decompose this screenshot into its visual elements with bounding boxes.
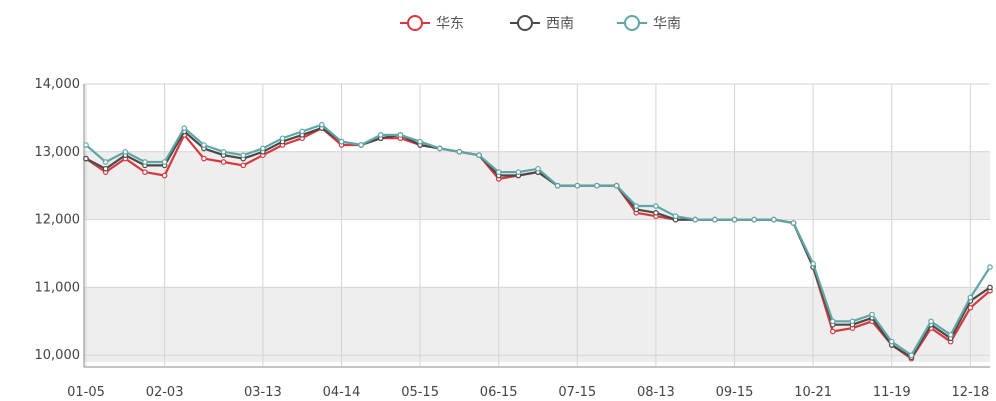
data-point xyxy=(476,152,482,158)
data-point xyxy=(220,149,227,155)
data-point xyxy=(142,169,148,175)
legend-label: 华东 xyxy=(436,16,464,32)
data-point xyxy=(633,203,640,209)
x-tick-label: 03-13 xyxy=(244,385,282,400)
data-point xyxy=(908,352,915,359)
x-tick-label: 12-18 xyxy=(951,385,989,400)
x-tick-label: 10-21 xyxy=(794,385,832,400)
horizontal-gridlines xyxy=(84,83,990,356)
vertical-gridlines xyxy=(85,84,971,366)
data-point xyxy=(397,132,404,138)
legend-swatch-marker xyxy=(517,15,533,31)
background-band xyxy=(84,84,990,152)
data-point xyxy=(672,213,679,220)
data-point xyxy=(810,260,816,267)
data-point xyxy=(987,264,993,270)
data-point xyxy=(142,159,148,165)
legend-label: 华南 xyxy=(653,16,681,32)
x-tick-label: 01-05 xyxy=(67,385,105,400)
series-group xyxy=(83,121,993,359)
data-point xyxy=(319,121,325,128)
x-tick-label: 02-03 xyxy=(146,385,184,400)
data-point xyxy=(574,182,581,189)
x-tick-label: 11-19 xyxy=(873,385,911,400)
data-point xyxy=(240,162,247,169)
legend-item[interactable]: 华东 xyxy=(400,15,464,32)
x-axis-tick-labels: 01-05 02-03 03-13 04-14 05-15 06-15 07-15 08-13… xyxy=(67,385,989,400)
data-point xyxy=(653,203,659,209)
data-point xyxy=(201,155,207,162)
data-point xyxy=(928,318,934,325)
data-point xyxy=(751,216,757,223)
data-point xyxy=(358,142,364,148)
data-point xyxy=(338,138,345,145)
data-point xyxy=(181,125,188,131)
data-point xyxy=(554,182,561,189)
data-point xyxy=(83,142,89,148)
legend-item[interactable]: 华南 xyxy=(617,15,681,32)
data-point xyxy=(240,152,247,158)
data-point xyxy=(613,182,620,189)
data-point xyxy=(947,332,954,338)
legend-swatch-marker xyxy=(624,15,640,31)
data-point xyxy=(260,145,266,152)
series-lines xyxy=(83,121,993,362)
data-point xyxy=(161,159,168,165)
data-point xyxy=(495,169,502,175)
x-tick-label: 05-15 xyxy=(401,385,439,400)
data-point xyxy=(201,142,207,148)
x-tick-label: 08-13 xyxy=(637,385,675,400)
background-bands xyxy=(84,84,990,362)
data-point xyxy=(888,338,895,345)
data-point xyxy=(122,149,129,155)
x-tick-label: 09-15 xyxy=(716,385,754,400)
x-tick-label: 07-15 xyxy=(558,385,596,400)
data-point xyxy=(515,169,522,175)
data-point xyxy=(456,149,463,155)
legend-swatch-marker xyxy=(407,15,423,31)
y-axis-tick-labels: 10,000 11,000 12,000 13,000 14,000 xyxy=(35,77,81,363)
data-point xyxy=(849,318,856,325)
data-point xyxy=(967,294,974,301)
data-point xyxy=(692,216,699,223)
legend-item[interactable]: 西南 xyxy=(510,15,574,32)
data-point xyxy=(987,284,993,291)
y-tick-label: 11,000 xyxy=(35,280,81,295)
data-point xyxy=(712,216,718,223)
data-point xyxy=(967,304,974,311)
data-point xyxy=(829,318,836,325)
data-point xyxy=(220,159,227,165)
data-point xyxy=(417,138,423,145)
data-point xyxy=(594,182,600,189)
data-point xyxy=(83,155,89,162)
y-tick-label: 14,000 xyxy=(35,77,81,92)
data-point xyxy=(790,220,797,226)
data-point xyxy=(829,328,836,335)
data-point xyxy=(102,159,109,165)
x-tick-label: 06-15 xyxy=(480,385,518,400)
data-point xyxy=(279,135,286,142)
x-tick-label: 04-14 xyxy=(323,385,361,400)
data-point xyxy=(377,132,384,138)
data-point xyxy=(299,128,305,135)
legend[interactable]: 华东 西南 华南 xyxy=(400,15,681,32)
axes xyxy=(83,84,990,368)
data-point xyxy=(535,165,541,172)
data-point xyxy=(102,165,109,172)
data-point xyxy=(771,216,777,223)
data-point xyxy=(436,145,443,152)
data-point xyxy=(869,311,875,318)
data-point xyxy=(653,210,659,216)
y-tick-label: 10,000 xyxy=(35,348,81,363)
data-point xyxy=(731,216,738,223)
background-band xyxy=(84,219,990,288)
data-point xyxy=(161,172,168,179)
legend-label: 西南 xyxy=(546,16,574,32)
y-tick-label: 12,000 xyxy=(35,213,81,228)
y-tick-label: 13,000 xyxy=(35,145,81,160)
